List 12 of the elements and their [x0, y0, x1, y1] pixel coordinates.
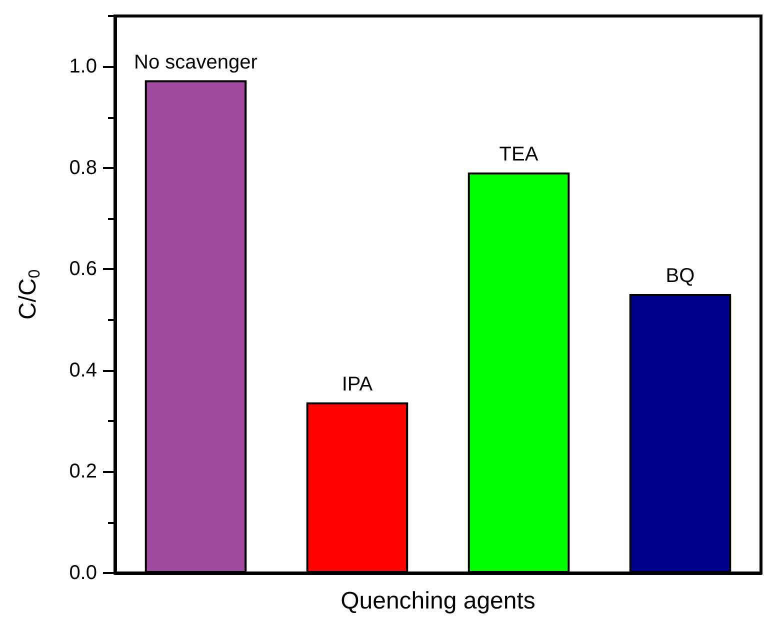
- y-tick-label: 1.0: [69, 56, 97, 78]
- y-tick-label: 0.4: [69, 359, 97, 382]
- x-tick-label: TEA: [499, 143, 539, 166]
- x-tick-label: BQ: [666, 264, 695, 287]
- y-tick-label: 0.0: [69, 562, 97, 584]
- y-tick-label: 0.6: [69, 258, 97, 280]
- y-axis-title: C/C0: [14, 269, 44, 320]
- x-tick-label: IPA: [342, 373, 374, 396]
- x-tick-label: No scavenger: [134, 51, 258, 74]
- y-tick-label: 0.2: [69, 460, 97, 483]
- x-axis-title: Quenching agents: [340, 588, 536, 614]
- y-tick-label: 0.8: [69, 156, 97, 179]
